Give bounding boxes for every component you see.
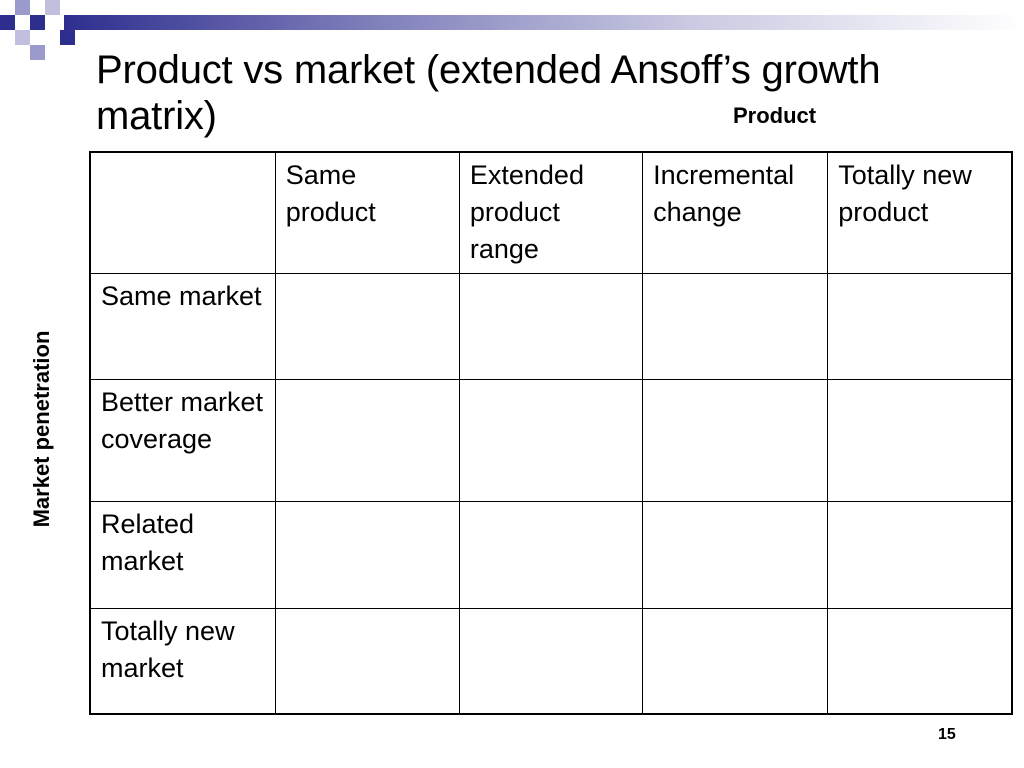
column-header-incremental-change: Incremental change — [642, 151, 829, 274]
table-row: Related market — [89, 500, 1013, 609]
product-axis-label: Product — [733, 103, 817, 128]
matrix-cell — [827, 378, 1013, 502]
matrix-cell — [458, 607, 644, 715]
slide-title: Product vs market (extended Ansoff’s gro… — [96, 48, 881, 138]
matrix-cell — [458, 378, 644, 502]
matrix-cell — [827, 500, 1013, 609]
header-gradient-bar — [64, 15, 1024, 30]
market-axis-label: Market penetration — [29, 330, 54, 528]
ansoff-matrix-table: Same product Extended product range Incr… — [89, 151, 1013, 715]
matrix-cell — [642, 378, 829, 502]
matrix-cell — [642, 272, 829, 380]
matrix-cell — [274, 272, 460, 380]
row-header-same-market: Same market — [89, 272, 276, 380]
matrix-cell — [827, 272, 1013, 380]
table-row: Better market coverage — [89, 378, 1013, 502]
column-header-same-product: Same product — [274, 151, 460, 274]
matrix-cell — [642, 607, 829, 715]
matrix-cell — [274, 607, 460, 715]
column-header-extended-product-range: Extended product range — [458, 151, 644, 274]
column-header-totally-new-product: Totally new product — [827, 151, 1013, 274]
row-header-better-market-coverage: Better market coverage — [89, 378, 276, 502]
header-row: Same product Extended product range Incr… — [89, 151, 1013, 274]
matrix-cell — [827, 607, 1013, 715]
table-row: Same market — [89, 272, 1013, 380]
matrix-cell — [642, 500, 829, 609]
decorative-squares — [0, 0, 80, 64]
slide-number: 15 — [938, 726, 956, 743]
row-header-totally-new-market: Totally new market — [89, 607, 276, 715]
table-row: Totally new market — [89, 607, 1013, 715]
corner-cell — [89, 151, 276, 274]
matrix-cell — [274, 378, 460, 502]
matrix-cell — [274, 500, 460, 609]
matrix-cell — [458, 500, 644, 609]
matrix-cell — [458, 272, 644, 380]
row-header-related-market: Related market — [89, 500, 276, 609]
